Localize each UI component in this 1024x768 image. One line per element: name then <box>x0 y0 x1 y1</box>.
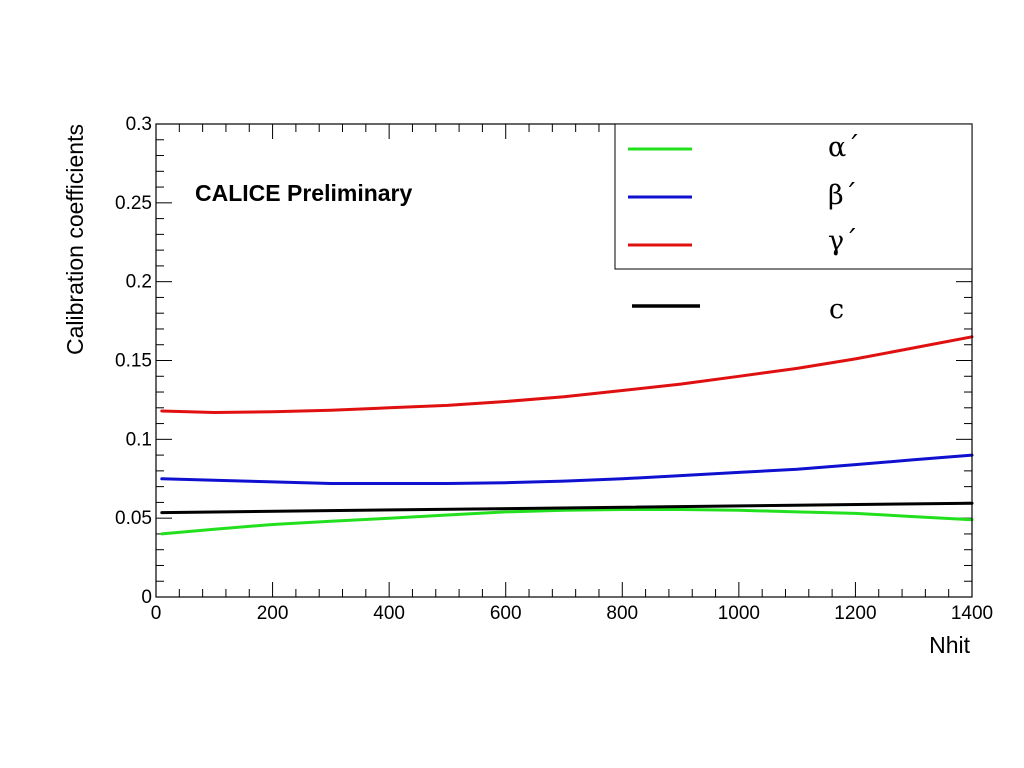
series-line-gamma <box>160 335 974 414</box>
y-tick-label: 0.1 <box>126 429 152 450</box>
legend-label-c: c <box>829 294 844 325</box>
y-tick-label: 0.15 <box>115 351 152 372</box>
plot-frame <box>155 123 973 598</box>
x-tick-label: 200 <box>257 603 289 624</box>
x-axis-label: Nhit <box>929 632 971 658</box>
x-tick-label: 1400 <box>951 603 993 624</box>
y-tick-label: 0.3 <box>126 114 152 135</box>
chart-annotation: CALICE Preliminary <box>195 180 412 206</box>
y-tick-label: 0.2 <box>126 272 152 293</box>
x-tick-label: 600 <box>490 603 522 624</box>
series-layer <box>160 335 974 536</box>
x-tick-label: 800 <box>606 603 638 624</box>
legend-label-gamma: γ´ <box>828 226 858 257</box>
legend-label-beta: β´ <box>828 180 857 211</box>
y-tick-label: 0.05 <box>115 508 152 529</box>
series-line-alpha <box>160 508 974 536</box>
legend: α´ β´ γ´ c <box>614 123 973 325</box>
labels-layer: 0 0.05 0.1 0.15 0.2 0.25 0.3 0 200 400 600 800 1000 1… <box>115 114 993 624</box>
series-line-c <box>160 501 974 515</box>
x-tick-label: 400 <box>373 603 405 624</box>
legend-label-alpha: α´ <box>828 132 860 163</box>
x-tick-label: 1000 <box>718 603 760 624</box>
x-tick-label: 1200 <box>834 603 876 624</box>
y-axis-label: Calibration coefficients <box>62 124 88 355</box>
y-tick-label: 0.25 <box>115 193 152 214</box>
y-tick-label: 0 <box>141 587 152 608</box>
series-line-beta <box>160 453 974 485</box>
x-tick-label: 0 <box>151 603 162 624</box>
